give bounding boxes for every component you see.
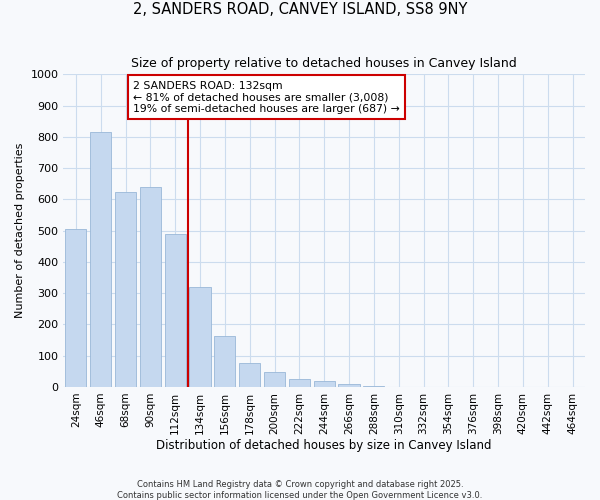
Bar bbox=[190, 287, 211, 387]
Bar bbox=[140, 187, 161, 387]
Bar bbox=[364, 386, 385, 387]
Bar bbox=[65, 229, 86, 387]
Bar bbox=[289, 379, 310, 387]
Text: 2 SANDERS ROAD: 132sqm
← 81% of detached houses are smaller (3,008)
19% of semi-: 2 SANDERS ROAD: 132sqm ← 81% of detached… bbox=[133, 80, 400, 114]
Bar bbox=[164, 234, 186, 387]
Y-axis label: Number of detached properties: Number of detached properties bbox=[15, 143, 25, 318]
Bar bbox=[115, 192, 136, 387]
Title: Size of property relative to detached houses in Canvey Island: Size of property relative to detached ho… bbox=[131, 58, 517, 70]
Bar bbox=[239, 362, 260, 387]
Bar bbox=[90, 132, 111, 387]
Bar bbox=[264, 372, 285, 387]
Bar bbox=[214, 336, 235, 387]
Text: 2, SANDERS ROAD, CANVEY ISLAND, SS8 9NY: 2, SANDERS ROAD, CANVEY ISLAND, SS8 9NY bbox=[133, 2, 467, 18]
Text: Contains HM Land Registry data © Crown copyright and database right 2025.
Contai: Contains HM Land Registry data © Crown c… bbox=[118, 480, 482, 500]
Bar bbox=[314, 382, 335, 387]
Bar bbox=[338, 384, 359, 387]
X-axis label: Distribution of detached houses by size in Canvey Island: Distribution of detached houses by size … bbox=[157, 440, 492, 452]
